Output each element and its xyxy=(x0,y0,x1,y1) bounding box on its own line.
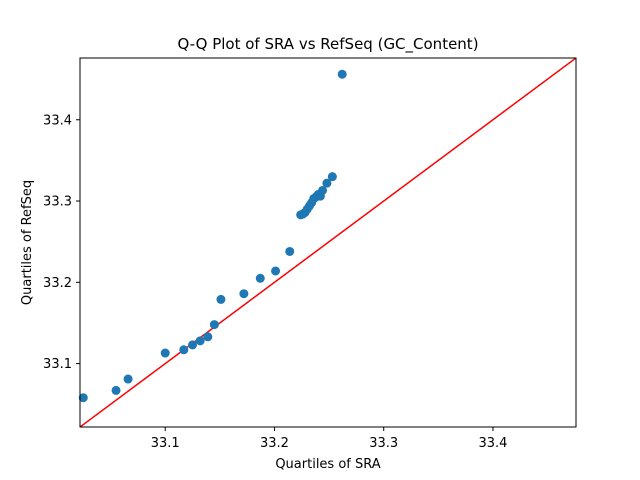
y-axis: 33.1 33.2 33.3 33.4 xyxy=(43,113,80,372)
x-tick-label: 33.1 xyxy=(151,436,180,451)
data-point xyxy=(239,289,249,299)
data-point xyxy=(337,69,347,79)
data-point xyxy=(195,336,205,346)
data-point xyxy=(285,246,295,256)
data-point xyxy=(203,332,213,342)
data-point xyxy=(111,385,121,395)
data-point xyxy=(255,273,265,283)
chart-title: Q-Q Plot of SRA vs RefSeq (GC_Content) xyxy=(177,35,478,54)
x-axis-label: Quartiles of SRA xyxy=(275,457,380,472)
x-tick-label: 33.3 xyxy=(369,436,398,451)
data-point xyxy=(216,294,226,304)
plot-frame xyxy=(79,57,577,428)
data-point xyxy=(318,185,328,195)
plot-area xyxy=(78,58,576,427)
data-point xyxy=(123,374,133,384)
data-point xyxy=(78,393,88,403)
data-point xyxy=(179,345,189,355)
data-point xyxy=(160,348,170,358)
x-axis: 33.1 33.2 33.3 33.4 xyxy=(151,427,507,451)
x-tick-label: 33.2 xyxy=(260,436,289,451)
data-point xyxy=(322,178,332,188)
y-tick-label: 33.1 xyxy=(43,357,72,372)
y-tick-label: 33.4 xyxy=(43,113,72,128)
x-tick-label: 33.4 xyxy=(478,436,507,451)
y-tick-label: 33.3 xyxy=(43,195,72,210)
data-point xyxy=(271,266,281,276)
data-point xyxy=(209,320,219,330)
reference-line xyxy=(80,58,576,427)
data-point xyxy=(188,340,198,350)
y-axis-label: Quartiles of RefSeq xyxy=(20,180,35,305)
data-point xyxy=(327,172,337,182)
y-tick-label: 33.2 xyxy=(43,276,72,291)
